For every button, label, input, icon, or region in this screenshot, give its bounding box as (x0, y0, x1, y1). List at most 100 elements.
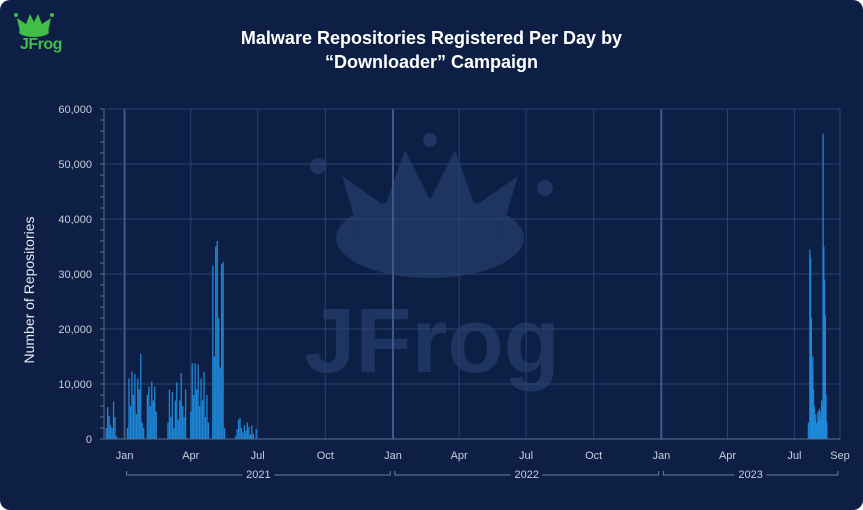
bar (201, 400, 204, 439)
bar (114, 417, 116, 439)
year-label: 2022 (515, 469, 539, 481)
bar (252, 433, 254, 439)
bar (155, 411, 157, 439)
bar (812, 389, 815, 439)
bar (141, 422, 143, 439)
bar (183, 417, 185, 439)
bar (109, 425, 112, 439)
x-tick-label: Oct (317, 450, 334, 462)
y-tick-label: 60,000 (58, 104, 92, 116)
bar (131, 371, 133, 439)
y-tick-label: 0 (86, 434, 92, 446)
bar (151, 381, 153, 439)
chart-title-line1: Malware Repositories Registered Per Day … (240, 28, 623, 48)
jfrog-logo (14, 12, 62, 60)
bar (115, 436, 118, 439)
bar (197, 364, 199, 439)
bar (204, 417, 207, 439)
bar (168, 389, 171, 439)
bar (190, 411, 192, 439)
bar (825, 395, 827, 439)
bar (237, 419, 240, 439)
bar (105, 428, 107, 439)
bar (249, 434, 251, 439)
bar (245, 430, 247, 439)
frog-crown-icon (14, 13, 54, 37)
bar (170, 417, 172, 439)
bar (203, 371, 205, 439)
bar (216, 241, 218, 439)
y-tick-label: 20,000 (58, 324, 92, 336)
bar (184, 389, 187, 439)
bar (222, 261, 224, 439)
bar (820, 411, 822, 439)
bar (815, 425, 818, 439)
x-tick-label: Jan (652, 450, 670, 462)
bar (811, 367, 813, 439)
bar (821, 406, 824, 439)
bar (132, 395, 135, 439)
bar (223, 428, 226, 439)
bar (198, 406, 201, 439)
x-tick-label: Jan (116, 450, 134, 462)
bar (191, 363, 193, 439)
bar (822, 133, 824, 439)
bar (814, 419, 816, 439)
y-tick-label: 30,000 (58, 269, 92, 281)
bar (112, 401, 115, 439)
watermark: JFrog (304, 133, 560, 392)
year-bracket (662, 471, 839, 476)
bar (135, 414, 138, 439)
bar (126, 428, 129, 439)
bars (105, 133, 828, 439)
bar (206, 395, 208, 439)
bar (143, 428, 145, 439)
bar (236, 429, 238, 439)
bar (171, 392, 174, 439)
bar (108, 415, 110, 439)
bar (111, 428, 113, 439)
bar (824, 315, 826, 439)
bar (177, 419, 179, 439)
watermark-text: JFrog (304, 290, 560, 392)
year-bracket (394, 471, 660, 476)
x-tick-label: Oct (585, 450, 602, 462)
bar (149, 406, 151, 439)
bar (218, 318, 220, 439)
bar (138, 389, 140, 439)
bar (195, 389, 198, 439)
chart-title-line2: “Downloader” Campaign (324, 52, 539, 72)
bar (152, 400, 154, 439)
bar (243, 425, 246, 439)
bar (167, 422, 169, 439)
bar (246, 422, 249, 439)
bar (255, 429, 257, 439)
year-label: 2021 (246, 469, 270, 481)
bar (239, 418, 241, 439)
bar (248, 426, 250, 439)
x-tick-label: Jul (251, 450, 265, 462)
bar (146, 395, 149, 439)
x-tick-label: Apr (719, 450, 736, 462)
bar (807, 422, 810, 439)
bar (173, 428, 175, 439)
bar (194, 363, 196, 439)
bar (148, 386, 150, 439)
y-axis-label: Number of Repositories (21, 216, 37, 363)
grid-lines (104, 108, 841, 440)
year-label: 2023 (738, 469, 762, 481)
bar (815, 414, 817, 439)
bar (251, 425, 253, 439)
bar (818, 417, 820, 439)
x-tick-label: Apr (451, 450, 468, 462)
bar (128, 378, 130, 439)
bar (193, 395, 195, 439)
bar (826, 422, 828, 439)
bar (129, 406, 132, 439)
bar (215, 246, 217, 439)
bar (810, 318, 812, 439)
y-tick-label: 40,000 (58, 214, 92, 226)
bar (182, 406, 184, 439)
